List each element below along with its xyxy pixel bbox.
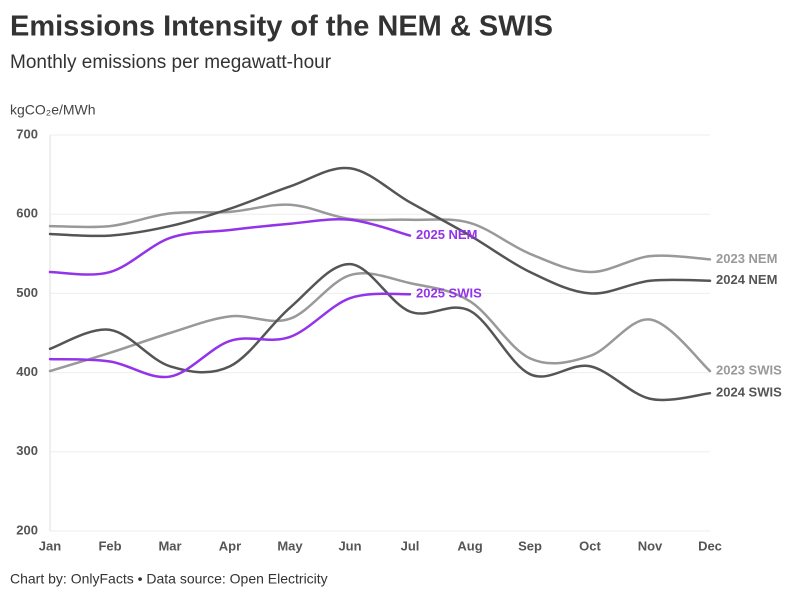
- y-tick-label: 600: [16, 206, 38, 221]
- x-tick-label: May: [277, 538, 303, 553]
- footer: Chart by: OnlyFacts • Data source: Open …: [10, 571, 328, 587]
- series-label: 2023 NEM: [716, 251, 777, 266]
- series-line: [48, 272, 712, 373]
- x-tick-label: Jun: [338, 538, 361, 553]
- y-tick-label: 300: [16, 443, 38, 458]
- x-tick-label: Oct: [579, 538, 601, 553]
- series-line: [48, 203, 712, 274]
- chart-title: Emissions Intensity of the NEM & SWIS: [10, 11, 553, 43]
- x-tick-label: Feb: [98, 538, 121, 553]
- chart-subtitle: Monthly emissions per megawatt-hour: [10, 52, 332, 73]
- x-tick-label: Nov: [638, 538, 663, 553]
- series-label: 2025 NEM: [416, 227, 477, 242]
- y-tick-label: 700: [16, 126, 38, 141]
- y-axis-label: kgCO₂e/MWh: [10, 102, 96, 118]
- y-tick-label: 200: [16, 522, 38, 537]
- series-label: 2024 NEM: [716, 272, 777, 287]
- x-tick-label: Mar: [158, 538, 181, 553]
- y-tick-label: 500: [16, 285, 38, 300]
- series-label: 2025 SWIS: [416, 286, 482, 301]
- x-tick-label: Apr: [219, 538, 241, 553]
- x-tick-label: Aug: [457, 538, 482, 553]
- x-tick-label: Sep: [518, 538, 542, 553]
- x-tick-label: Jan: [39, 538, 61, 553]
- series-label: 2023 SWIS: [716, 362, 782, 377]
- series-line: [48, 218, 412, 276]
- series-line: [48, 292, 412, 379]
- series-label: 2024 SWIS: [716, 385, 782, 400]
- y-tick-label: 400: [16, 364, 38, 379]
- series-line: [48, 262, 712, 402]
- x-tick-label: Dec: [698, 538, 722, 553]
- x-tick-label: Jul: [401, 538, 420, 553]
- series-line: [48, 166, 712, 295]
